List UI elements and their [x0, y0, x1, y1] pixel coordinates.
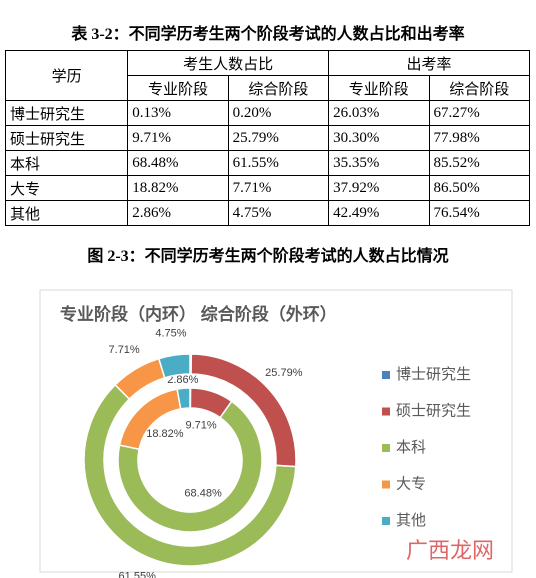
- table-cell: 76.54%: [428, 200, 531, 226]
- table-cell: 26.03%: [328, 100, 430, 126]
- table-row: 专业阶段 综合阶段 专业阶段 综合阶段: [6, 75, 531, 101]
- table-cell: 2.86%: [127, 200, 229, 226]
- table-cell: 85.52%: [428, 150, 531, 176]
- donut-segment: [117, 400, 263, 533]
- table-cell: 42.49%: [328, 200, 430, 226]
- table-caption: 表 3-2：不同学历考生两个阶段考试的人数占比和出考率: [71, 26, 465, 43]
- data-label: 18.82%: [146, 428, 184, 440]
- figure-caption: 图 2-3：不同学历考生两个阶段考试的人数占比情况: [87, 248, 449, 265]
- legend-label: 硕士研究生: [396, 402, 471, 419]
- legend-label: 大专: [396, 475, 426, 492]
- legend-label: 其他: [396, 512, 426, 529]
- donut-segment: [157, 353, 191, 379]
- table-row: 其他 2.86% 4.75% 42.49% 76.54%: [4, 200, 531, 226]
- table-cell: 4.75%: [227, 200, 330, 226]
- header-cell: 学历: [4, 50, 129, 101]
- legend-swatch: [382, 444, 390, 452]
- watermark: 广西龙网: [406, 538, 494, 563]
- subheader-cell: 专业阶段: [127, 75, 229, 101]
- header-cell: 考生人数占比: [127, 50, 330, 76]
- subheader-cell: 综合阶段: [428, 75, 531, 101]
- data-label: 4.75%: [155, 327, 186, 339]
- table-cell: 9.71%: [127, 125, 229, 151]
- data-label: 61.55%: [119, 571, 157, 578]
- data-label: 7.71%: [109, 344, 140, 356]
- legend-swatch: [382, 517, 390, 525]
- data-table: 学历 考生人数占比 出考率 专业阶段 综合阶段 专业阶段 综合阶段 博士研究生 0.13% 0.2…: [4, 50, 531, 226]
- table-cell: 30.30%: [328, 125, 430, 151]
- data-label: 25.79%: [265, 367, 303, 379]
- table-cell: 68.48%: [127, 150, 229, 176]
- table-cell: 其他: [4, 200, 129, 226]
- legend-label: 本科: [396, 439, 426, 456]
- table-cell: 67.27%: [428, 100, 531, 126]
- legend-label: 博士研究生: [396, 366, 471, 383]
- legend-swatch: [382, 371, 390, 379]
- data-label: 68.48%: [184, 487, 222, 499]
- table-cell: 7.71%: [227, 175, 330, 201]
- table-cell: 0.20%: [227, 100, 330, 126]
- table-cell: 博士研究生: [4, 100, 129, 126]
- table-cell: 61.55%: [227, 150, 330, 176]
- chart-title: 专业阶段（内环） 综合阶段（外环）: [60, 304, 337, 324]
- legend-swatch: [382, 407, 390, 416]
- table-cell: 77.98%: [428, 125, 531, 151]
- legend-swatch: [382, 480, 390, 489]
- table-row: 学历 考生人数占比 出考率: [4, 50, 530, 101]
- data-label: 9.71%: [185, 420, 216, 432]
- header-cell: 出考率: [328, 50, 530, 76]
- table-row: 大专 18.82% 7.71% 37.92% 86.50%: [4, 175, 531, 201]
- table-row: 本科 68.48% 61.55% 35.35% 85.52%: [4, 150, 531, 176]
- donut-segment: [176, 387, 191, 410]
- data-label: 2.86%: [167, 374, 198, 386]
